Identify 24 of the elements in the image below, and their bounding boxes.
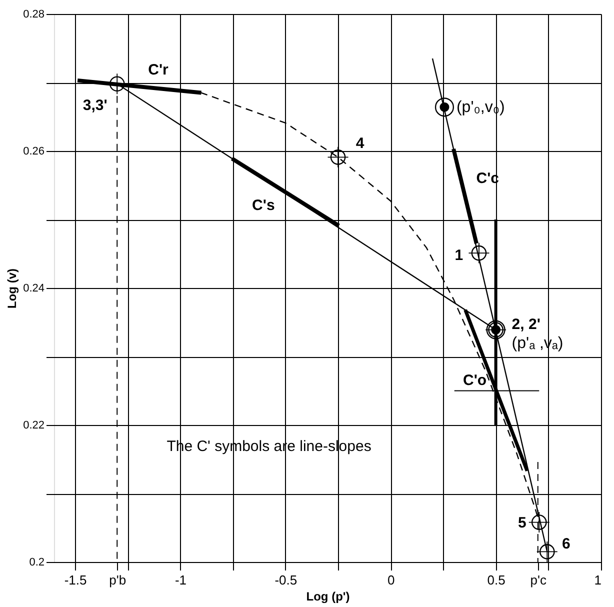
x-tick-label: 1 bbox=[594, 572, 602, 588]
x-tick-label: -1.5 bbox=[64, 572, 87, 588]
annotation: C'r bbox=[148, 62, 169, 79]
x-tick-label: 0.5 bbox=[487, 572, 506, 588]
y-tick-label: 0.2 bbox=[29, 556, 44, 568]
annotation: 6 bbox=[562, 536, 570, 553]
x-tick-label: p'c bbox=[530, 572, 547, 588]
annotation: 2, 2' bbox=[512, 316, 540, 333]
x-axis-title: Log (p') bbox=[306, 590, 350, 604]
annotation: 3,3' bbox=[82, 96, 108, 114]
annotation: 5 bbox=[518, 514, 526, 532]
annotation: C'o bbox=[463, 372, 487, 389]
annotation: 4 bbox=[356, 135, 365, 152]
x-tick-label: 0 bbox=[388, 572, 395, 588]
x-tick-label: -0.5 bbox=[274, 572, 298, 588]
y-tick-label: 0.26 bbox=[23, 146, 44, 158]
x-tick-label: -1 bbox=[174, 572, 187, 588]
y-tick-label: 0.28 bbox=[23, 8, 44, 20]
y-axis-title: Log (v) bbox=[5, 268, 20, 308]
annotation: C's bbox=[252, 197, 275, 214]
y-tick-label: 0.22 bbox=[23, 420, 44, 432]
annotation: 1 bbox=[454, 247, 464, 264]
x-tick-label: p'b bbox=[109, 572, 126, 588]
y-tick-label: 0.24 bbox=[23, 282, 44, 294]
